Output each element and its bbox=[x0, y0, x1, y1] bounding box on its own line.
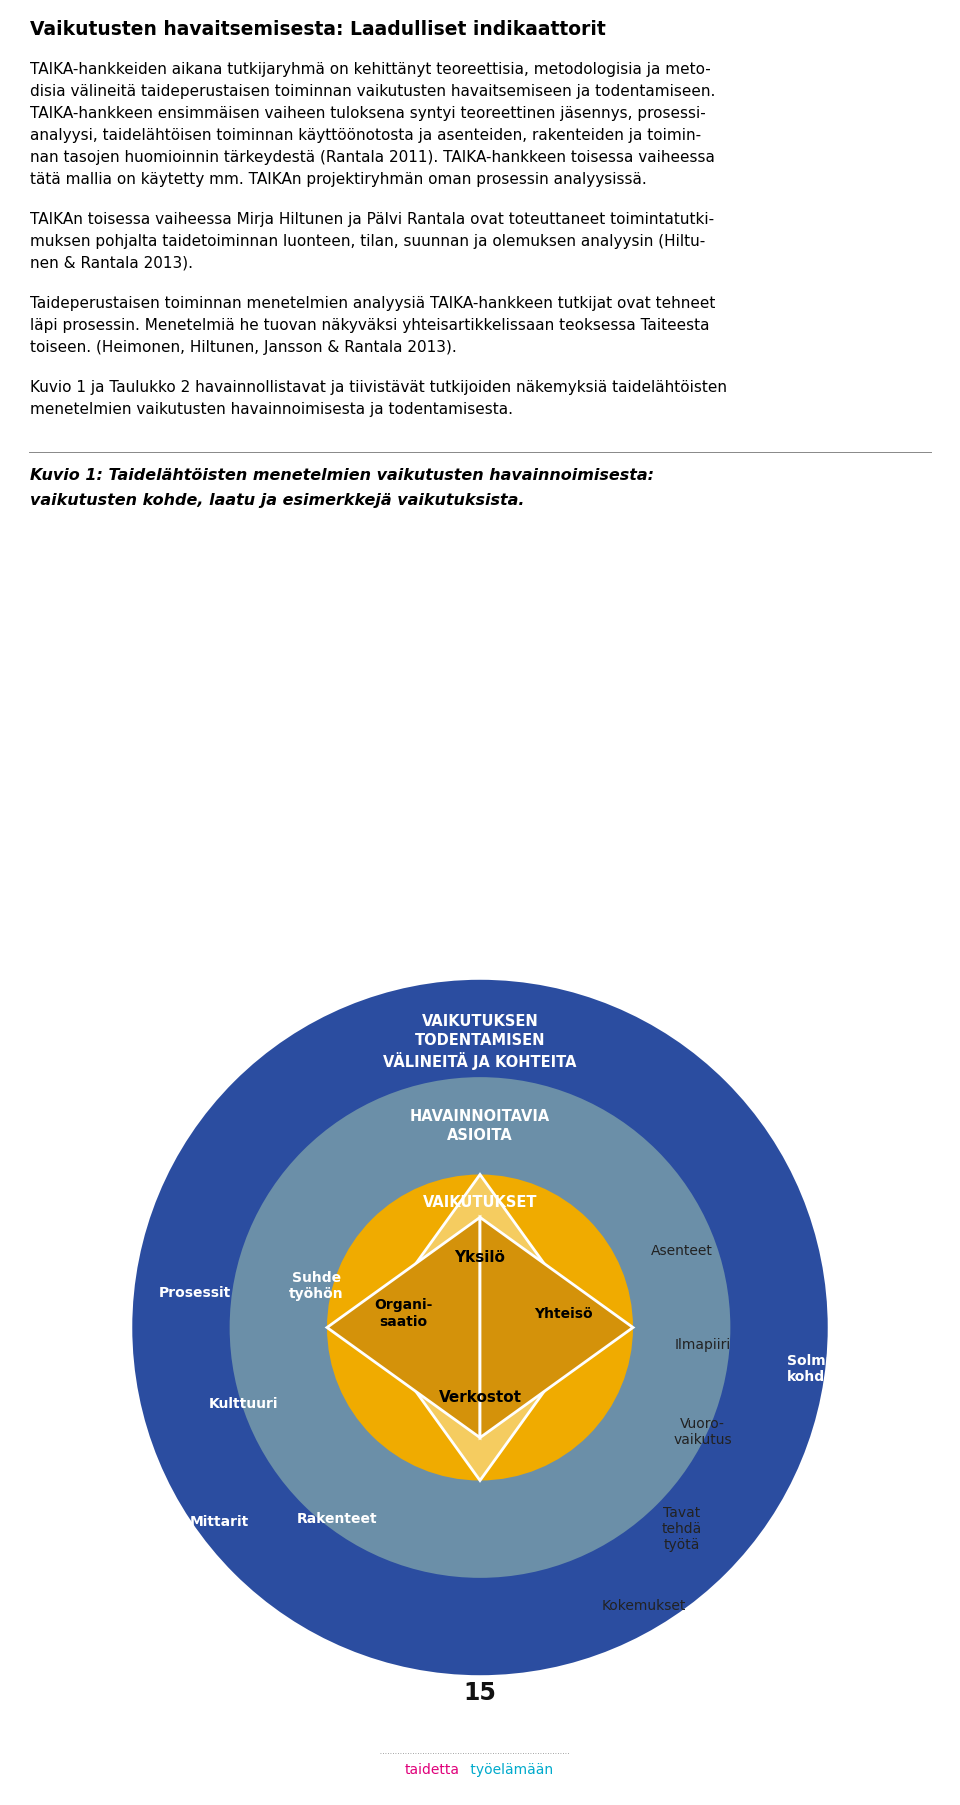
Text: Prosessit: Prosessit bbox=[158, 1285, 231, 1300]
Text: läpi prosessin. Menetelmiä he tuovan näkyväksi yhteisartikkelissaan teoksessa Ta: läpi prosessin. Menetelmiä he tuovan näk… bbox=[30, 318, 709, 332]
Text: nen & Rantala 2013).: nen & Rantala 2013). bbox=[30, 256, 193, 271]
Polygon shape bbox=[480, 1217, 633, 1437]
Text: Vaikutusten havaitsemisesta: Laadulliset indikaattorit: Vaikutusten havaitsemisesta: Laadulliset… bbox=[30, 20, 606, 40]
Text: HAVAINNOITAVIA
ASIOITA: HAVAINNOITAVIA ASIOITA bbox=[410, 1108, 550, 1143]
Text: analyysi, taidelähtöisen toiminnan käyttöönotosta ja asenteiden, rakenteiden ja : analyysi, taidelähtöisen toiminnan käytt… bbox=[30, 128, 701, 143]
Text: Kuvio 1: Taidelähtöisten menetelmien vaikutusten havainnoimisesta:: Kuvio 1: Taidelähtöisten menetelmien vai… bbox=[30, 467, 654, 484]
Text: Rakenteet: Rakenteet bbox=[297, 1513, 377, 1525]
Text: Taideperustaisen toiminnan menetelmien analyysiä TAIKA-hankkeen tutkijat ovat te: Taideperustaisen toiminnan menetelmien a… bbox=[30, 296, 715, 310]
Text: TAIKA-hankkeiden aikana tutkijaryhmä on kehittänyt teoreettisia, metodologisia j: TAIKA-hankkeiden aikana tutkijaryhmä on … bbox=[30, 61, 710, 78]
Text: työelämään: työelämään bbox=[466, 1763, 553, 1776]
Text: toiseen. (Heimonen, Hiltunen, Jansson & Rantala 2013).: toiseen. (Heimonen, Hiltunen, Jansson & … bbox=[30, 339, 457, 356]
Text: 15: 15 bbox=[464, 1680, 496, 1706]
Text: Kokemukset: Kokemukset bbox=[601, 1599, 685, 1612]
Text: Organi-
saatio: Organi- saatio bbox=[374, 1298, 433, 1328]
Text: Yhteisö: Yhteisö bbox=[534, 1307, 592, 1321]
Text: vaikutusten kohde, laatu ja esimerkkejä vaikutuksista.: vaikutusten kohde, laatu ja esimerkkejä … bbox=[30, 493, 524, 507]
Text: taidetta: taidetta bbox=[405, 1763, 460, 1776]
Circle shape bbox=[229, 1078, 731, 1578]
Text: Yksilö: Yksilö bbox=[455, 1251, 505, 1265]
Polygon shape bbox=[370, 1175, 590, 1327]
Polygon shape bbox=[370, 1327, 590, 1480]
Text: Asenteet: Asenteet bbox=[651, 1244, 712, 1258]
Text: disia välineitä taideperustaisen toiminnan vaikutusten havaitsemiseen ja todenta: disia välineitä taideperustaisen toiminn… bbox=[30, 85, 715, 99]
Text: VAIKUTUKSEN
TODENTAMISEN
VÄLINEITÄ JA KOHTEITA: VAIKUTUKSEN TODENTAMISEN VÄLINEITÄ JA KO… bbox=[383, 1014, 577, 1070]
Text: Kulttuuri: Kulttuuri bbox=[208, 1397, 278, 1412]
Text: Tavat
tehdä
työtä: Tavat tehdä työtä bbox=[661, 1505, 702, 1552]
Text: Ilmapiiri: Ilmapiiri bbox=[675, 1338, 731, 1352]
Text: TAIKAn toisessa vaiheessa Mirja Hiltunen ja Pälvi Rantala ovat toteuttaneet toim: TAIKAn toisessa vaiheessa Mirja Hiltunen… bbox=[30, 211, 714, 227]
Text: Vuoro-
vaikutus: Vuoro- vaikutus bbox=[673, 1417, 732, 1448]
Text: Solmu-
kohdat: Solmu- kohdat bbox=[786, 1354, 841, 1384]
Text: menetelmien vaikutusten havainnoimisesta ja todentamisesta.: menetelmien vaikutusten havainnoimisesta… bbox=[30, 403, 513, 417]
Text: Mittarit: Mittarit bbox=[189, 1514, 249, 1529]
Polygon shape bbox=[327, 1217, 480, 1437]
Text: Suhde
työhön: Suhde työhön bbox=[289, 1271, 344, 1301]
Text: VAIKUTUKSET: VAIKUTUKSET bbox=[422, 1195, 538, 1209]
Circle shape bbox=[327, 1175, 633, 1480]
Text: Verkostot: Verkostot bbox=[439, 1390, 521, 1404]
Text: TAIKA-hankkeen ensimmäisen vaiheen tuloksena syntyi teoreettinen jäsennys, prose: TAIKA-hankkeen ensimmäisen vaiheen tulok… bbox=[30, 106, 706, 121]
Circle shape bbox=[132, 980, 828, 1675]
Text: tätä mallia on käytetty mm. TAIKAn projektiryhmän oman prosessin analyysissä.: tätä mallia on käytetty mm. TAIKAn proje… bbox=[30, 171, 647, 188]
Text: muksen pohjalta taidetoiminnan luonteen, tilan, suunnan ja olemuksen analyysin (: muksen pohjalta taidetoiminnan luonteen,… bbox=[30, 235, 706, 249]
Text: nan tasojen huomioinnin tärkeydestä (Rantala 2011). TAIKA-hankkeen toisessa vaih: nan tasojen huomioinnin tärkeydestä (Ran… bbox=[30, 150, 715, 164]
Text: Kuvio 1 ja Taulukko 2 havainnollistavat ja tiivistävät tutkijoiden näkemyksiä ta: Kuvio 1 ja Taulukko 2 havainnollistavat … bbox=[30, 381, 727, 395]
